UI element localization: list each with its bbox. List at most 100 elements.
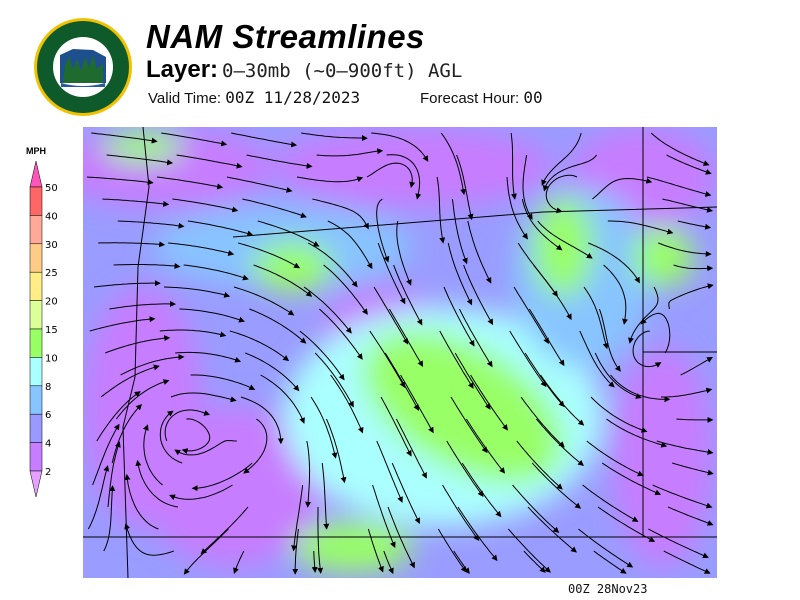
streamline [387, 506, 415, 569]
colorbar-tick-label: 25 [45, 268, 58, 279]
colorbar-tick-label: 20 [45, 297, 58, 308]
streamline [661, 387, 713, 398]
streamline [436, 176, 446, 244]
layer-info: Layer: 0–30mb (~0–900ft) AGL [146, 56, 462, 84]
colorbar-band [29, 186, 43, 216]
colorbar-unit: MPH [26, 146, 46, 156]
layer-value: 0–30mb (~0–900ft) AGL [222, 60, 463, 82]
streamline [531, 462, 582, 509]
streamline [632, 330, 662, 368]
streamline [506, 176, 528, 240]
streamline [528, 308, 565, 367]
colorbar-band [29, 413, 43, 443]
streamline [457, 506, 498, 562]
streamline [233, 286, 295, 316]
streamline [536, 418, 584, 467]
streamline [527, 506, 577, 553]
streamline [439, 330, 474, 389]
streamline [168, 242, 235, 256]
streamline [447, 242, 473, 306]
valid-time-label: Valid Time: [148, 90, 222, 107]
streamline [383, 550, 394, 575]
streamline [109, 300, 177, 310]
streamline [243, 418, 268, 474]
streamline [291, 484, 304, 552]
streamline [453, 550, 470, 575]
streamline [440, 132, 467, 196]
streamline [393, 264, 423, 326]
streamline [366, 162, 416, 188]
streamline [312, 198, 369, 230]
streamline [226, 176, 293, 193]
streamline [673, 264, 714, 272]
colorbar-band [29, 328, 43, 358]
streamline [372, 484, 396, 549]
streamline [376, 440, 403, 503]
streamline [253, 264, 313, 297]
streamline [666, 154, 712, 175]
streamline [181, 418, 211, 454]
streamline [442, 484, 480, 542]
streamline [242, 198, 307, 219]
streamline [120, 354, 185, 376]
streamline [593, 550, 627, 574]
streamline [124, 473, 159, 530]
streamline [142, 424, 163, 486]
streamline [292, 528, 299, 575]
streamline [588, 242, 640, 284]
streamline [583, 286, 609, 350]
streamline [520, 396, 565, 448]
streamline [93, 280, 161, 288]
streamline [594, 352, 642, 399]
streamline [508, 528, 551, 573]
streamline [314, 352, 354, 408]
streamline [652, 484, 713, 509]
streamline [451, 198, 468, 265]
colorbar-band [29, 243, 43, 273]
streamline [159, 410, 183, 464]
streamline [450, 396, 488, 454]
streamline [601, 462, 662, 496]
streamline [598, 308, 621, 372]
streamline [200, 506, 249, 555]
colorbar-band [29, 300, 43, 330]
colorbar-tick-label: 50 [45, 183, 58, 194]
streamline [102, 198, 170, 207]
streamline [376, 198, 390, 263]
streamline [260, 374, 305, 424]
colorbar-band [29, 215, 43, 245]
streamline [111, 403, 142, 464]
oregon-department-of-forestry-logo [34, 18, 132, 116]
streamline [240, 396, 284, 445]
layer-label: Layer: [146, 56, 219, 83]
streamline [161, 132, 228, 147]
colorbar-over-triangle [29, 160, 43, 188]
streamline [233, 550, 245, 574]
streamline [461, 462, 502, 518]
streamline [516, 440, 563, 490]
valid-time-value: 00Z 11/28/2023 [225, 88, 361, 107]
streamline [303, 286, 352, 334]
colorbar-band [29, 271, 43, 301]
streamline [384, 352, 419, 411]
streamline [100, 364, 160, 398]
streamline [164, 409, 211, 442]
streamline [668, 283, 714, 310]
streamline [311, 550, 318, 573]
streamline [170, 392, 237, 403]
streamline [380, 396, 412, 457]
streamline [106, 154, 174, 166]
streamline [509, 330, 547, 388]
streamline [510, 132, 517, 200]
streamline [163, 286, 231, 298]
streamline [323, 264, 368, 315]
streamline [610, 374, 671, 403]
streamline [98, 241, 166, 248]
streamline [524, 352, 565, 408]
streamline [521, 198, 563, 251]
streamline [257, 220, 320, 247]
streamline [367, 528, 384, 573]
colorbar-tick-label: 15 [45, 325, 58, 336]
colorbar-tick-label: 10 [45, 353, 58, 364]
wind-speed-colorbar: MPH 50 40 30 25 20 15 10 8 6 4 2 [26, 146, 58, 498]
